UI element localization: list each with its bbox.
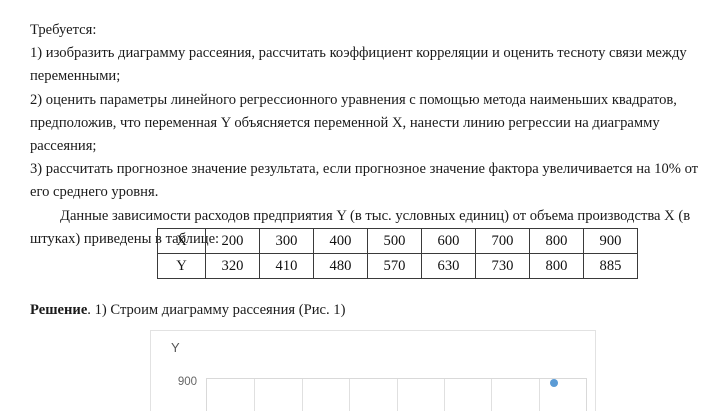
scatter-chart-card[interactable]: Y 900 — [150, 330, 596, 411]
solution-heading: Решение — [30, 302, 88, 318]
table-row: Y 320 410 480 570 630 730 800 885 — [157, 253, 638, 279]
table-cell-x-3: 400 — [313, 228, 368, 254]
chart-gridline — [538, 379, 540, 411]
table-cell-x-1: 200 — [205, 228, 260, 254]
chart-title: Y — [171, 340, 180, 355]
data-table-container: X 200 300 400 500 600 700 800 900 Y 320 … — [157, 228, 638, 279]
chart-plot-area — [206, 378, 587, 411]
solution-text: . 1) Строим диаграмму рассеяния (Рис. 1) — [87, 302, 346, 318]
table-cell-y-8: 885 — [583, 253, 638, 279]
table-cell-y-5: 630 — [421, 253, 476, 279]
table-cell-y-6: 730 — [475, 253, 530, 279]
table-cell-x-5: 600 — [421, 228, 476, 254]
paragraph-requirements-intro: Требуется: — [30, 22, 97, 38]
chart-data-point[interactable] — [549, 379, 558, 388]
solution-line: Решение. 1) Строим диаграмму рассеяния (… — [30, 299, 345, 321]
table-cell-x-7: 800 — [529, 228, 584, 254]
paragraph-task-2: 2) оценить параметры линейного регрессио… — [30, 91, 677, 155]
table-cell-y-2: 410 — [259, 253, 314, 279]
table-cell-x-6: 700 — [475, 228, 530, 254]
chart-gridline — [254, 379, 256, 411]
y-axis-tick-label-900: 900 — [177, 376, 197, 388]
table-cell-x-2: 300 — [259, 228, 314, 254]
chart-gridline — [301, 379, 303, 411]
chart-gridline — [396, 379, 398, 411]
table-cell-y-7: 800 — [529, 253, 584, 279]
chart-gridline — [491, 379, 493, 411]
table-row-label-y: Y — [157, 253, 206, 279]
table-cell-y-4: 570 — [367, 253, 422, 279]
table-row: X 200 300 400 500 600 700 800 900 — [157, 228, 638, 254]
paragraph-task-3: 3) рассчитать прогнозное значение резуль… — [30, 161, 699, 201]
data-table: X 200 300 400 500 600 700 800 900 Y 320 … — [157, 228, 638, 279]
table-row-label-x: X — [157, 228, 206, 254]
table-cell-x-4: 500 — [367, 228, 422, 254]
document-text-block: Требуется: 1) изобразить диаграмму рассе… — [30, 19, 705, 251]
table-cell-y-1: 320 — [205, 253, 260, 279]
table-cell-y-3: 480 — [313, 253, 368, 279]
table-cell-x-8: 900 — [583, 228, 638, 254]
chart-gridline — [443, 379, 445, 411]
chart-gridline — [349, 379, 351, 411]
paragraph-task-1: 1) изобразить диаграмму рассеяния, рассч… — [30, 45, 687, 85]
